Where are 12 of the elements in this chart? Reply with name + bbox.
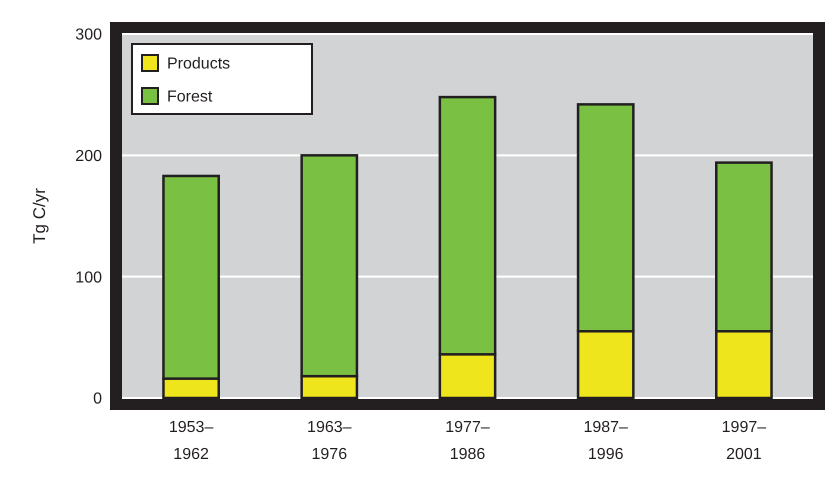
y-tick-label: 200	[75, 148, 102, 165]
y-axis-title: Tg C/yr	[30, 188, 49, 244]
x-tick-label: 1953– 1962	[168, 419, 214, 463]
y-tick-label: 300	[75, 26, 102, 44]
legend-label: Products	[167, 56, 230, 73]
y-tick-label: 0	[93, 390, 102, 408]
x-tick-label: 1987– 1996	[583, 419, 628, 463]
y-tick-label: 100	[75, 269, 102, 286]
x-tick-label: 1963– 1976	[307, 419, 352, 463]
x-tick-label: 1997– 2001	[722, 419, 766, 463]
x-tick-label: 1977– 1986	[445, 419, 490, 463]
legend-label: Forest	[167, 88, 213, 106]
